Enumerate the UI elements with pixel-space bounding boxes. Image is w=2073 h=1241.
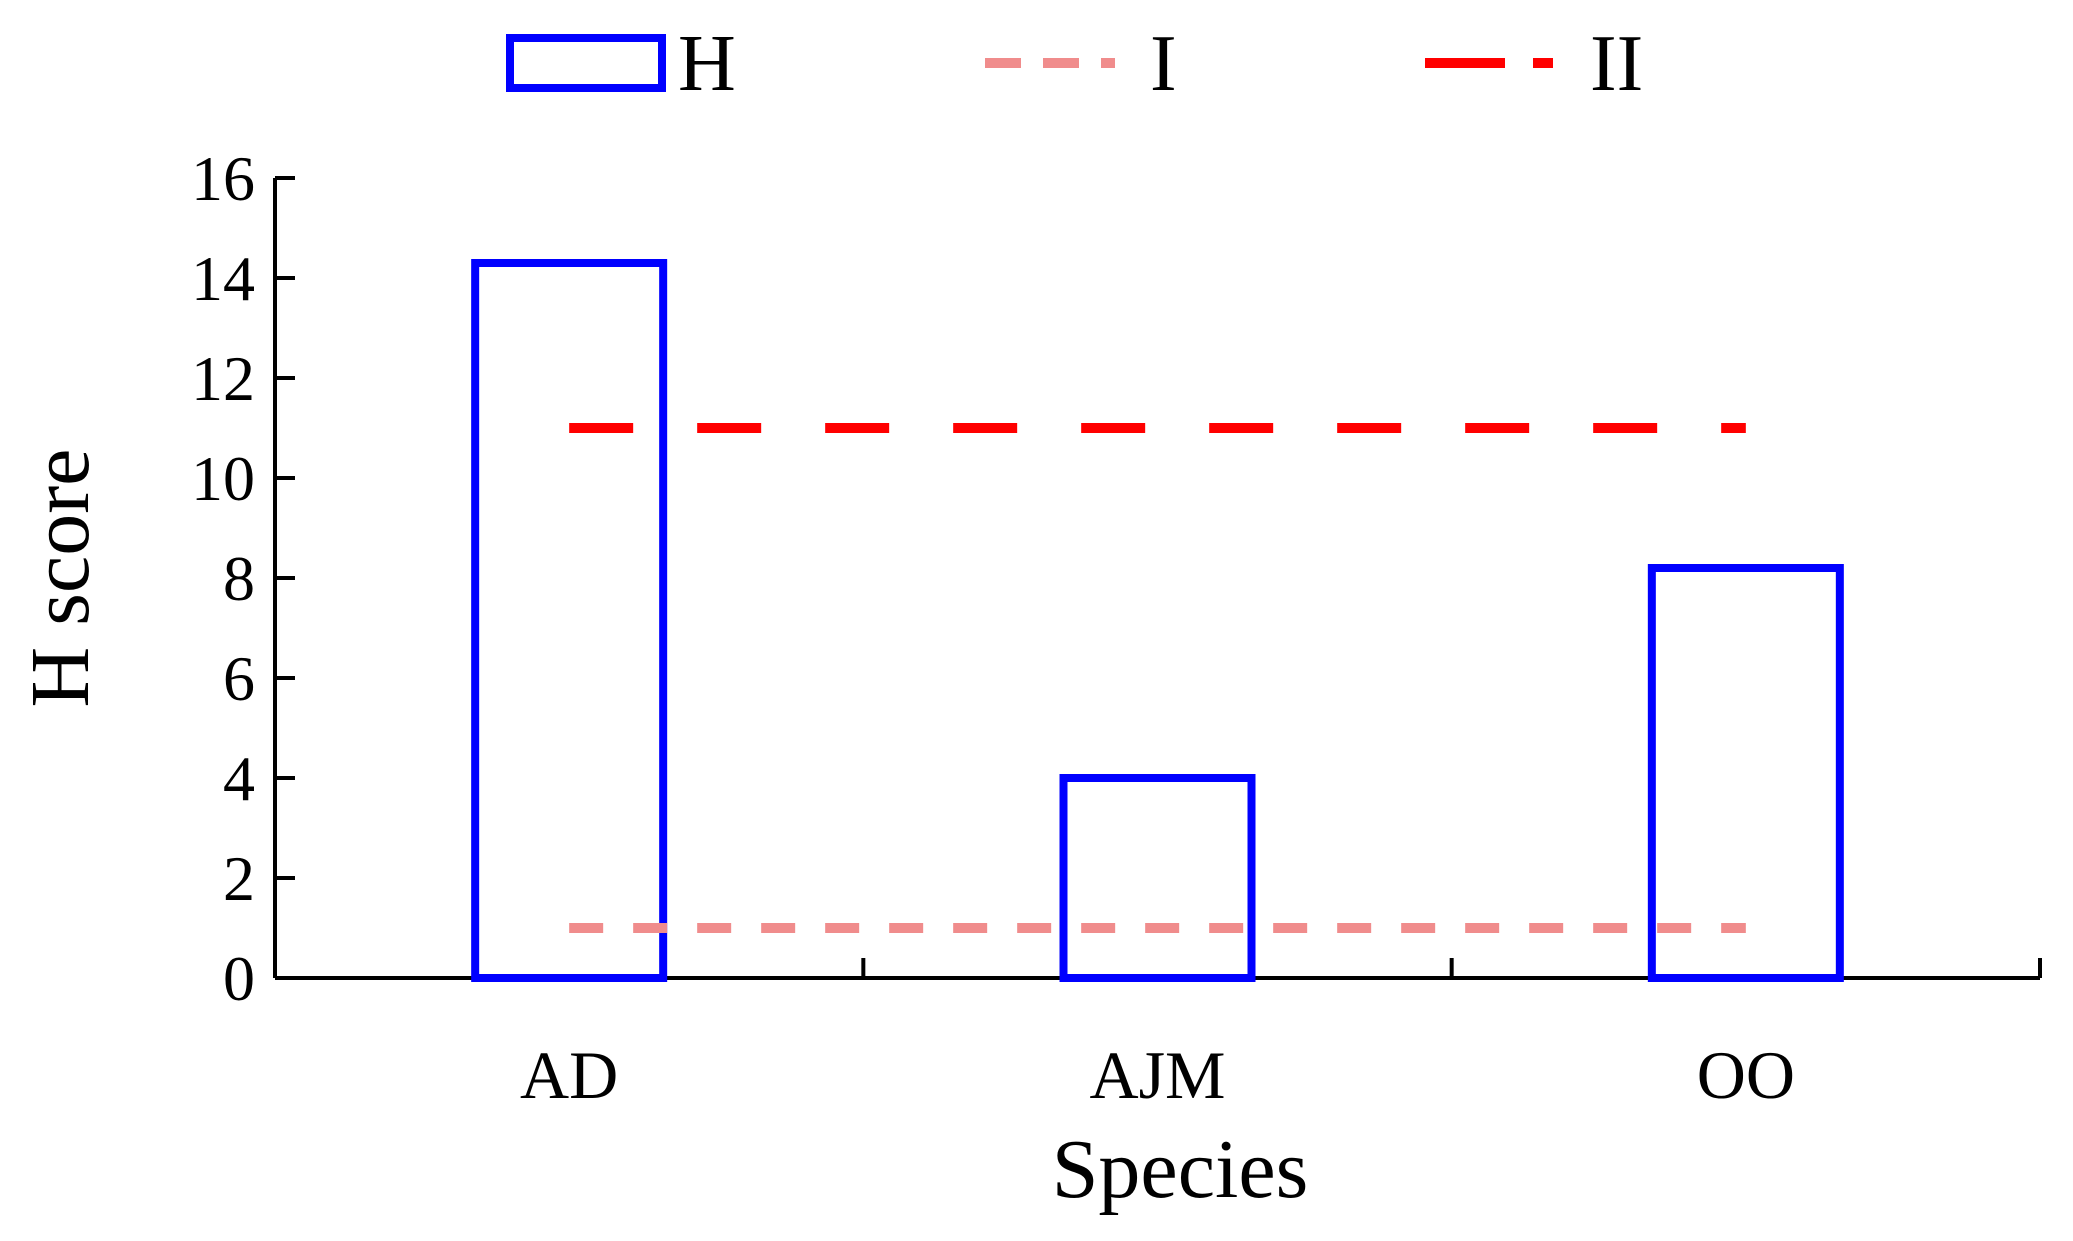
y-tick-label: 16 bbox=[191, 143, 255, 214]
legend-label-ii: II bbox=[1590, 20, 1643, 108]
legend: H I II bbox=[506, 20, 1643, 108]
y-tick-label: 6 bbox=[223, 643, 255, 714]
y-tick-label: 2 bbox=[223, 843, 255, 914]
x-tick-label: OO bbox=[1697, 1037, 1795, 1113]
x-tick-label: AD bbox=[520, 1037, 618, 1113]
legend-label-h: H bbox=[678, 20, 736, 108]
y-tick-label: 4 bbox=[223, 743, 255, 814]
y-tick-label: 14 bbox=[191, 243, 255, 314]
legend-swatch-h bbox=[506, 34, 666, 92]
bar-ajm bbox=[1059, 774, 1256, 982]
legend-label-i: I bbox=[1150, 20, 1177, 108]
bar-ad bbox=[471, 259, 668, 982]
y-tick-label: 12 bbox=[191, 343, 255, 414]
x-tick-label: AJM bbox=[1089, 1037, 1225, 1113]
x-axis-title: Species bbox=[1052, 1123, 1309, 1216]
bar-oo bbox=[1647, 564, 1844, 982]
y-tick-label: 0 bbox=[223, 943, 255, 1014]
y-axis-title: H score bbox=[14, 449, 107, 708]
y-tick-label: 10 bbox=[191, 443, 255, 514]
y-tick-label: 8 bbox=[223, 543, 255, 614]
plot-area: 0 2 4 6 8 10 12 14 16 AD AJM OO bbox=[191, 143, 2042, 1113]
